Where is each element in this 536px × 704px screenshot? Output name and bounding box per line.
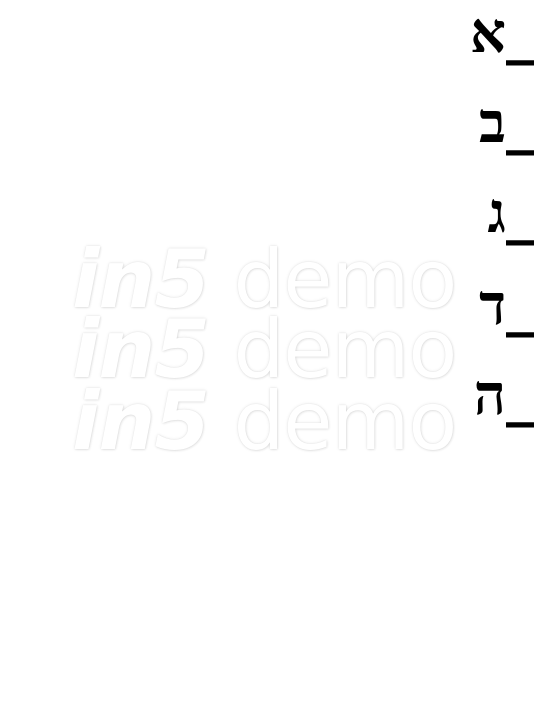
hebrew-letter-list: _א _ב _ג _ד _ה bbox=[396, 0, 536, 460]
letter-item-alef: _א bbox=[470, 0, 534, 66]
letter-item-he: _ה bbox=[473, 362, 534, 428]
watermark-brand: in5 bbox=[72, 375, 210, 468]
watermark-brand: in5 bbox=[72, 303, 210, 396]
letter-item-dalet: _ד bbox=[479, 272, 534, 338]
letter-item-bet: _ב bbox=[479, 90, 534, 156]
letter-item-gimel: _ג bbox=[487, 180, 534, 246]
watermark-brand: in5 bbox=[72, 233, 210, 326]
